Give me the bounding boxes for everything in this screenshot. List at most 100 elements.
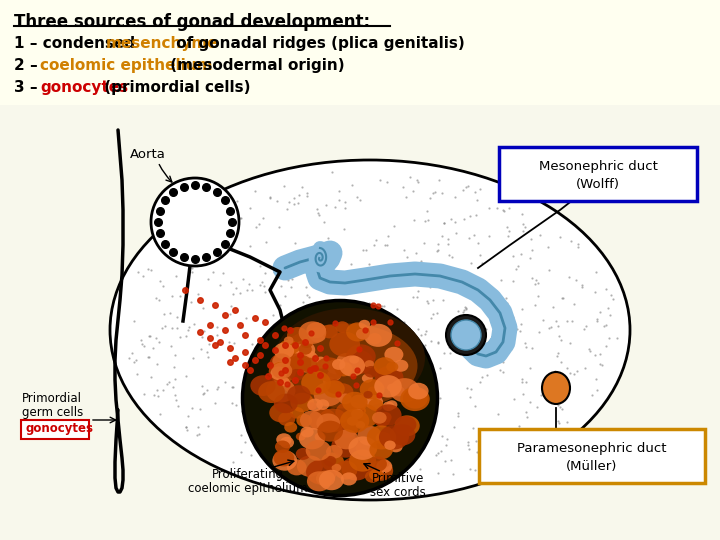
- Ellipse shape: [290, 355, 311, 372]
- Ellipse shape: [350, 404, 379, 428]
- Ellipse shape: [335, 362, 353, 376]
- Ellipse shape: [272, 323, 418, 408]
- Ellipse shape: [308, 327, 326, 342]
- Ellipse shape: [287, 385, 310, 404]
- Ellipse shape: [368, 387, 378, 395]
- Ellipse shape: [364, 360, 374, 368]
- Ellipse shape: [287, 460, 307, 475]
- Ellipse shape: [281, 364, 296, 377]
- Ellipse shape: [289, 369, 304, 381]
- Ellipse shape: [375, 404, 402, 426]
- Text: Primordial: Primordial: [22, 392, 82, 405]
- Ellipse shape: [110, 160, 630, 500]
- Ellipse shape: [369, 440, 393, 460]
- Ellipse shape: [307, 471, 331, 491]
- Ellipse shape: [307, 402, 317, 410]
- Ellipse shape: [390, 378, 420, 402]
- Ellipse shape: [365, 395, 383, 409]
- Ellipse shape: [324, 379, 341, 393]
- Ellipse shape: [294, 354, 311, 368]
- Ellipse shape: [321, 325, 338, 339]
- Ellipse shape: [386, 362, 398, 372]
- Ellipse shape: [321, 453, 344, 471]
- Ellipse shape: [299, 361, 313, 373]
- Ellipse shape: [258, 381, 285, 403]
- Ellipse shape: [315, 433, 325, 441]
- Ellipse shape: [379, 412, 392, 422]
- Ellipse shape: [306, 440, 331, 461]
- Text: gonocytes: gonocytes: [40, 80, 128, 95]
- Text: 1 – condensed: 1 – condensed: [14, 36, 140, 51]
- Ellipse shape: [306, 460, 337, 485]
- Ellipse shape: [251, 375, 276, 396]
- Text: Primitive: Primitive: [372, 472, 424, 485]
- Ellipse shape: [297, 414, 312, 427]
- Ellipse shape: [274, 394, 298, 413]
- Text: gonocytes: gonocytes: [25, 422, 93, 435]
- Ellipse shape: [384, 347, 403, 362]
- Ellipse shape: [314, 382, 343, 406]
- Ellipse shape: [376, 432, 391, 444]
- Circle shape: [451, 320, 481, 350]
- Ellipse shape: [364, 366, 378, 377]
- Ellipse shape: [360, 379, 384, 400]
- Ellipse shape: [315, 357, 344, 382]
- Ellipse shape: [316, 399, 329, 410]
- Ellipse shape: [292, 349, 319, 371]
- Ellipse shape: [377, 420, 387, 427]
- Ellipse shape: [296, 448, 310, 460]
- Ellipse shape: [287, 352, 295, 359]
- Ellipse shape: [336, 321, 349, 333]
- Text: coelomic epithelium: coelomic epithelium: [188, 482, 308, 495]
- Ellipse shape: [300, 357, 318, 372]
- Ellipse shape: [307, 399, 323, 411]
- Ellipse shape: [402, 388, 428, 409]
- Ellipse shape: [278, 412, 295, 426]
- Ellipse shape: [318, 408, 348, 432]
- Ellipse shape: [280, 437, 294, 448]
- Ellipse shape: [336, 401, 364, 425]
- Ellipse shape: [374, 413, 390, 427]
- Ellipse shape: [284, 422, 297, 433]
- Ellipse shape: [354, 406, 366, 416]
- Text: Proliferating: Proliferating: [212, 468, 284, 481]
- Ellipse shape: [362, 374, 373, 383]
- Ellipse shape: [320, 360, 331, 369]
- Ellipse shape: [284, 336, 294, 345]
- Circle shape: [151, 178, 239, 266]
- Ellipse shape: [374, 375, 402, 397]
- Text: Paramesonephric duct: Paramesonephric duct: [517, 442, 667, 455]
- Text: germ cells: germ cells: [22, 406, 84, 419]
- Ellipse shape: [351, 409, 364, 419]
- Ellipse shape: [274, 362, 286, 373]
- Ellipse shape: [377, 460, 392, 473]
- Ellipse shape: [341, 472, 357, 485]
- Ellipse shape: [359, 320, 370, 329]
- Ellipse shape: [346, 322, 369, 341]
- Ellipse shape: [272, 362, 292, 379]
- Ellipse shape: [278, 340, 299, 357]
- Ellipse shape: [347, 416, 359, 426]
- Ellipse shape: [279, 377, 289, 386]
- Ellipse shape: [392, 386, 405, 396]
- Ellipse shape: [368, 333, 382, 345]
- Ellipse shape: [339, 355, 365, 376]
- Ellipse shape: [379, 425, 409, 449]
- Ellipse shape: [369, 399, 383, 411]
- Ellipse shape: [382, 401, 395, 411]
- Ellipse shape: [334, 429, 359, 449]
- Circle shape: [446, 315, 486, 355]
- Ellipse shape: [271, 367, 287, 380]
- Ellipse shape: [313, 356, 328, 368]
- Ellipse shape: [274, 343, 294, 359]
- Ellipse shape: [366, 426, 396, 449]
- Ellipse shape: [351, 395, 367, 408]
- Ellipse shape: [334, 461, 357, 480]
- Ellipse shape: [300, 362, 312, 372]
- Text: (Wolff): (Wolff): [576, 178, 620, 191]
- Ellipse shape: [336, 353, 357, 370]
- Text: sex cords: sex cords: [370, 486, 426, 499]
- Ellipse shape: [272, 354, 292, 369]
- Ellipse shape: [369, 461, 393, 481]
- Text: (primordial cells): (primordial cells): [99, 80, 251, 95]
